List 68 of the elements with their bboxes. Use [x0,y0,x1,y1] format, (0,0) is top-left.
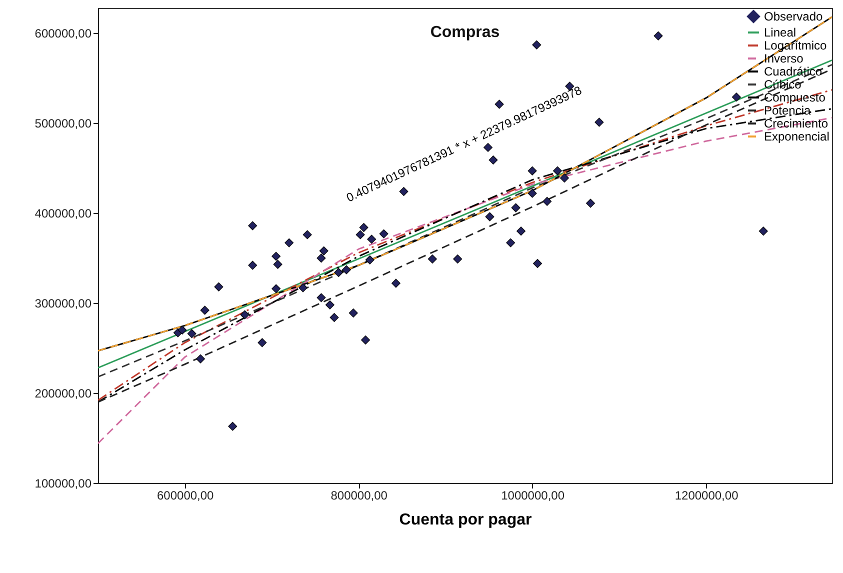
point [272,252,281,261]
point [485,212,494,222]
y-tick-label: 400000,00 [34,206,92,221]
y-tick-label: 200000,00 [34,386,92,401]
point [428,254,437,264]
point [553,166,562,176]
x-tick-label: 1000000,00 [501,488,565,502]
point [273,260,282,269]
y-tick-label: 600000,00 [34,26,92,41]
point [511,203,520,212]
y-tick-label: 500000,00 [34,116,92,131]
point [516,226,526,236]
point [316,293,326,302]
point [654,31,663,40]
point [542,196,552,206]
point [586,198,595,208]
y-tick-label: 100000,00 [34,476,92,490]
point [453,254,462,264]
point [758,226,768,236]
point [325,300,334,310]
point [319,246,328,256]
point [196,354,205,364]
point [348,308,358,318]
point [334,268,344,277]
point [379,229,388,238]
point [298,283,308,292]
point [359,223,368,232]
point [533,259,542,268]
point [488,156,498,165]
point [532,40,542,50]
point [367,234,376,244]
legend-label: Exponencial [764,130,830,144]
point [214,282,224,292]
point [528,188,537,198]
point [330,312,339,322]
point [258,338,267,348]
x-tick-label: 1200000,00 [674,488,739,502]
text: Compras [430,24,500,41]
point [178,326,187,335]
point [272,284,281,294]
x-tick-label: 800000,00 [330,488,388,502]
x-tick-label: 600000,00 [156,488,214,502]
point [248,260,258,270]
point [484,142,492,152]
point [248,221,258,230]
point [594,118,604,127]
point [391,278,400,288]
x-axis-title: Cuenta por pagar [399,512,532,528]
point [240,310,250,320]
point [228,422,238,431]
legend-label: Observado [764,10,824,24]
point [528,166,537,176]
point [365,255,374,264]
point [732,92,741,102]
y-tick-label: 300000,00 [34,296,92,311]
legend-label: Inverso [764,52,804,66]
legend-label: Lineal [764,26,796,40]
point [506,238,516,248]
point [187,329,196,338]
point [200,306,210,315]
legend-label: Potencia [764,104,812,118]
point [361,335,370,344]
point [316,254,326,263]
point [560,174,569,183]
point [342,265,351,274]
point [356,230,365,240]
point [284,238,294,248]
point [302,230,312,240]
